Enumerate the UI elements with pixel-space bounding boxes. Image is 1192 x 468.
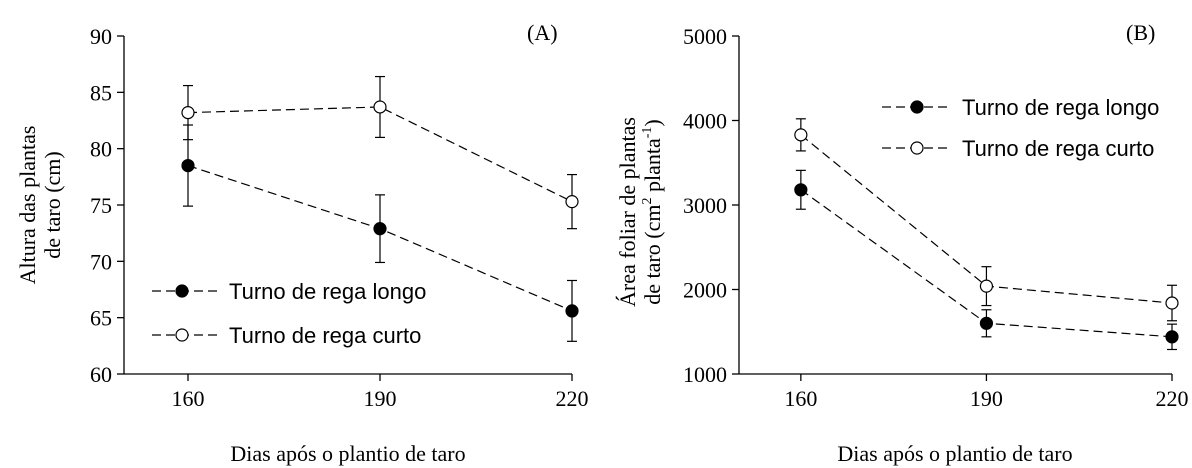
data-point-a-0-1 [373, 222, 387, 236]
y-tick-label-a-5: 85 [90, 80, 112, 105]
legend-marker-a-curto [175, 328, 189, 342]
x-tick-label-b-1: 190 [970, 386, 1003, 411]
legend-label-b-longo: Turno de rega longo [962, 95, 1159, 120]
legend-label-a-longo: Turno de rega longo [229, 279, 426, 304]
x-axis-title-a: Dias após o plantio de taro [230, 441, 465, 466]
y-tick-label-b-1: 2000 [683, 278, 727, 303]
legend-marker-b-curto [910, 141, 924, 155]
y-axis-title-b-part-a: de taro (cm [640, 205, 665, 305]
data-point-b-1-0 [794, 128, 808, 142]
y-axis-title-b-line2: de taro (cm2 planta-1) [640, 119, 665, 304]
data-point-b-0-1 [979, 316, 994, 330]
data-point-b-0-0 [794, 183, 808, 197]
panel-label-a: (A) [527, 20, 558, 45]
y-axis-title-a-line2: de taro (cm) [40, 151, 65, 259]
legend-marker-b-longo [910, 100, 924, 114]
legend-label-a-curto: Turno de rega curto [229, 323, 421, 348]
data-point-a-1-1 [373, 100, 387, 114]
y-axis-title-b-part-c: planta [640, 138, 665, 197]
data-point-a-1-2 [565, 195, 579, 209]
y-tick-label-b-0: 1000 [683, 362, 727, 387]
x-tick-label-b-2: 220 [1156, 386, 1189, 411]
data-point-b-1-2 [1165, 296, 1179, 310]
y-tick-label-b-3: 4000 [683, 109, 727, 134]
panel-label-b: (B) [1126, 20, 1155, 45]
x-axis-title-b: Dias após o plantio de taro [837, 441, 1072, 466]
y-tick-label-b-4: 5000 [683, 24, 727, 49]
y-tick-label-a-2: 70 [90, 249, 112, 274]
y-axis-title-b-sup-neg1: -1 [640, 127, 655, 139]
legend-b: Turno de rega longo Turno de rega curto [882, 95, 1159, 161]
legend-label-b-curto: Turno de rega curto [962, 136, 1154, 161]
series-line-a-1 [187, 106, 573, 203]
data-point-b-1-1 [979, 279, 994, 293]
y-axis-title-b-line1: Área foliar de plantas [615, 117, 640, 307]
legend-marker-a-longo [175, 284, 189, 298]
legend-a: Turno de rega longo Turno de rega curto [152, 279, 426, 348]
data-point-a-0-0 [181, 158, 195, 173]
x-tick-label-a-1: 190 [364, 386, 397, 411]
y-tick-label-a-3: 75 [90, 193, 112, 218]
y-axis-title-a-line1: Altura das plantas [15, 126, 40, 285]
x-tick-label-a-0: 160 [172, 386, 205, 411]
data-point-b-0-2 [1165, 330, 1179, 344]
data-point-a-0-2 [565, 304, 579, 318]
data-point-a-1-0 [181, 106, 195, 120]
legend-item-a-longo: Turno de rega longo [152, 279, 426, 304]
x-tick-label-b-0: 160 [784, 386, 817, 411]
legend-item-b-curto: Turno de rega curto [882, 136, 1154, 161]
chart-panel-a: (A) 60 65 70 75 80 85 90 160 190 220 Altura das … [15, 20, 589, 466]
legend-item-b-longo: Turno de rega longo [882, 95, 1159, 120]
y-tick-label-a-1: 65 [90, 306, 112, 331]
legend-item-a-curto: Turno de rega curto [152, 323, 421, 348]
y-tick-label-a-4: 80 [90, 137, 112, 162]
y-tick-label-a-6: 90 [90, 24, 112, 49]
y-tick-label-a-0: 60 [90, 362, 112, 387]
chart-panel-b: (B) 1000 2000 3000 4000 5000 160 190 220 Área … [615, 20, 1189, 466]
x-tick-label-a-2: 220 [556, 386, 589, 411]
y-tick-label-b-2: 3000 [683, 193, 727, 218]
y-axis-title-b-sup-2: 2 [640, 198, 655, 205]
y-axis-title-b-part-e: ) [640, 119, 665, 126]
